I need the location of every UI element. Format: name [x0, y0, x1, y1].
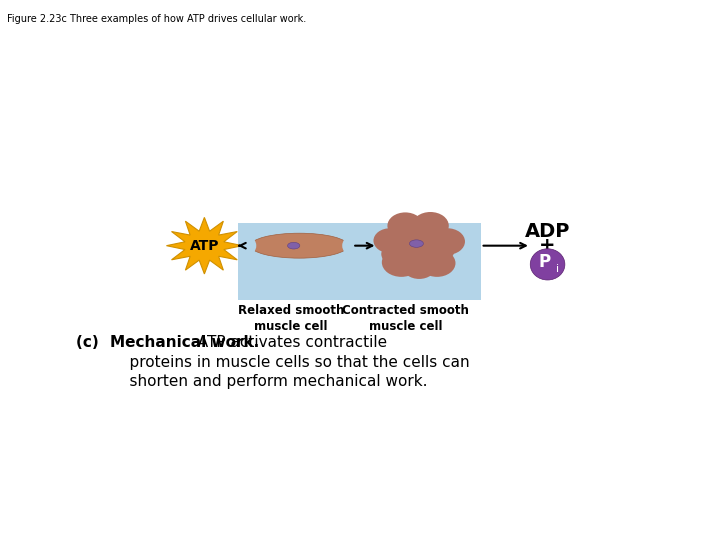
Ellipse shape — [530, 249, 565, 280]
Circle shape — [382, 242, 413, 266]
Circle shape — [382, 248, 421, 277]
Text: Figure 2.23c Three examples of how ATP drives cellular work.: Figure 2.23c Three examples of how ATP d… — [7, 14, 307, 24]
Ellipse shape — [240, 237, 256, 255]
Circle shape — [374, 228, 407, 253]
Ellipse shape — [410, 240, 423, 247]
Circle shape — [429, 228, 465, 255]
Text: ATP: ATP — [189, 239, 219, 253]
Text: ATP activates contractile
    proteins in muscle cells so that the cells can
   : ATP activates contractile proteins in mu… — [110, 335, 469, 389]
Circle shape — [387, 212, 423, 239]
Circle shape — [412, 212, 449, 239]
Text: Mechanical work.: Mechanical work. — [110, 335, 259, 350]
Circle shape — [418, 249, 456, 277]
Text: ADP: ADP — [525, 221, 570, 241]
Ellipse shape — [251, 233, 348, 258]
Text: +: + — [539, 236, 556, 255]
FancyBboxPatch shape — [238, 223, 481, 300]
Circle shape — [402, 254, 436, 279]
Text: Contracted smooth
muscle cell: Contracted smooth muscle cell — [342, 304, 469, 333]
Text: Relaxed smooth
muscle cell: Relaxed smooth muscle cell — [238, 304, 344, 333]
Text: (c): (c) — [76, 335, 104, 350]
Ellipse shape — [287, 242, 300, 249]
Polygon shape — [166, 218, 243, 274]
Ellipse shape — [342, 237, 359, 255]
Circle shape — [383, 219, 456, 273]
Text: i: i — [556, 264, 559, 274]
Text: P: P — [539, 253, 551, 271]
